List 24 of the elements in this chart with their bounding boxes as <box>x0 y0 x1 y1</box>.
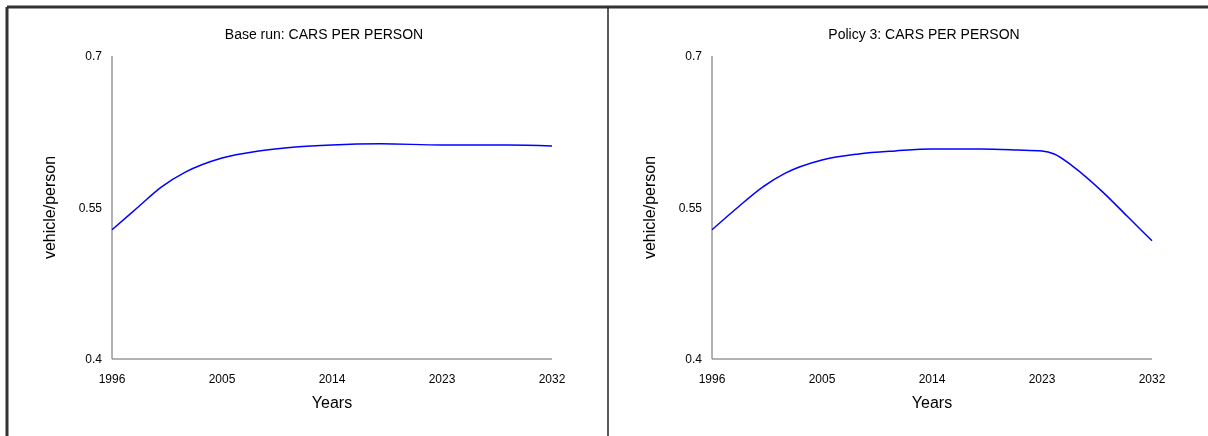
y-tick-label: 0.7 <box>85 49 103 64</box>
x-axis-title: Years <box>311 394 353 411</box>
x-tick-label: 2023 <box>428 372 456 387</box>
y-axis-title: vehicle/person <box>41 155 58 260</box>
x-tick-label: 1996 <box>698 372 726 387</box>
y-tick-label: 0.4 <box>85 352 103 367</box>
x-tick-label: 2014 <box>318 372 346 387</box>
x-tick-label: 2023 <box>1028 372 1056 387</box>
x-tick-label: 2014 <box>918 372 946 387</box>
y-tick-label: 0.7 <box>685 49 703 64</box>
x-axis-title: Years <box>911 394 953 411</box>
chart-title: Base run: CARS PER PERSON <box>224 26 424 42</box>
y-tick-label: 0.55 <box>78 200 103 215</box>
line-series <box>111 143 553 231</box>
y-axis-title: vehicle/person <box>641 155 658 260</box>
line-series <box>711 148 1153 242</box>
x-tick-label: 2005 <box>208 372 236 387</box>
x-tick-label: 2032 <box>1138 372 1166 387</box>
x-tick-label: 1996 <box>98 372 126 387</box>
y-tick-label: 0.4 <box>685 352 703 367</box>
x-tick-label: 2005 <box>808 372 836 387</box>
chart-title: Policy 3: CARS PER PERSON <box>828 26 1020 42</box>
y-tick-label: 0.55 <box>678 200 703 215</box>
x-tick-label: 2032 <box>538 372 566 387</box>
